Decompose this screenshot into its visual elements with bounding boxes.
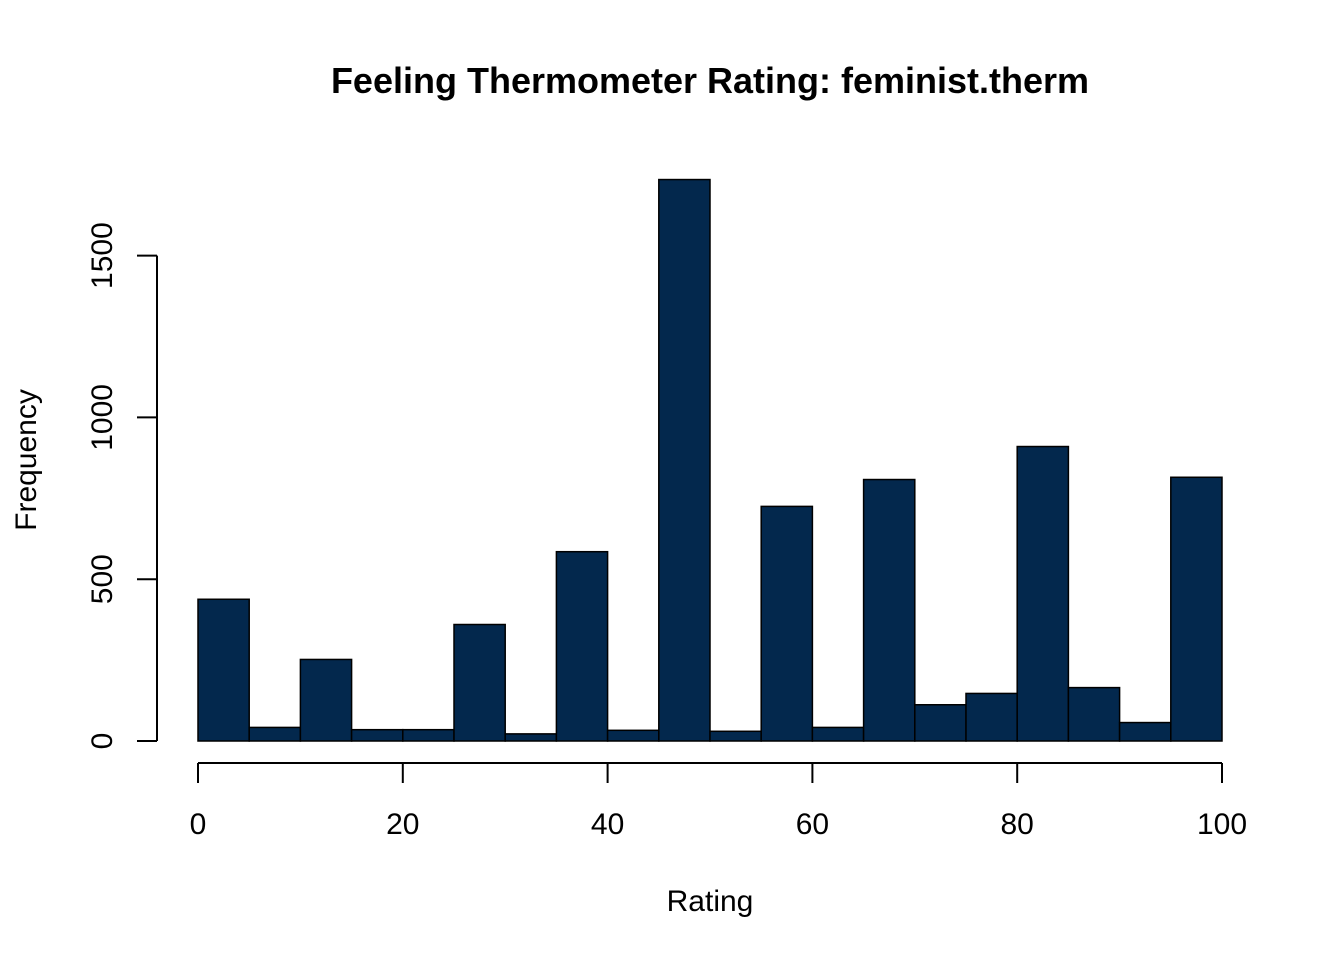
chart-title: Feeling Thermometer Rating: feminist.the… <box>331 60 1089 101</box>
histogram-bar <box>1118 721 1172 742</box>
histogram-bar <box>453 623 506 742</box>
y-tick-label: 1500 <box>86 222 119 289</box>
histogram-bar <box>914 704 967 742</box>
histogram-bar <box>862 478 916 742</box>
x-tick-label: 40 <box>591 808 624 841</box>
histogram-bar <box>555 550 609 742</box>
histogram-bar <box>350 728 404 742</box>
y-tick-label: 0 <box>86 733 119 750</box>
histogram-bar <box>1067 686 1121 742</box>
x-tick-label: 60 <box>796 808 829 841</box>
x-tick-label: 100 <box>1197 808 1247 841</box>
histogram-bar <box>1016 445 1070 742</box>
histogram-bar <box>709 730 762 742</box>
x-axis: 0 20 40 60 80 100 <box>190 762 1247 841</box>
x-tick-label: 80 <box>1001 808 1034 841</box>
histogram-bars <box>197 178 1223 742</box>
histogram-bar <box>965 692 1018 742</box>
histogram-bar <box>248 726 302 742</box>
y-tick-label: 1000 <box>86 384 119 451</box>
histogram-bar <box>606 729 660 742</box>
y-axis: 0 500 1000 1500 <box>86 222 158 750</box>
histogram-bar <box>299 658 353 742</box>
histogram-bar <box>197 598 250 742</box>
histogram-bar <box>811 726 865 742</box>
histogram-bar <box>402 728 455 742</box>
y-tick-label: 500 <box>86 554 119 604</box>
histogram-bar <box>504 733 558 742</box>
x-tick-label: 20 <box>386 808 419 841</box>
x-tick-label: 0 <box>190 808 207 841</box>
y-axis-label: Frequency <box>10 389 43 531</box>
histogram-bar <box>760 505 814 742</box>
histogram-bar <box>658 178 711 742</box>
histogram-bar <box>1170 476 1223 742</box>
x-axis-label: Rating <box>667 885 754 918</box>
